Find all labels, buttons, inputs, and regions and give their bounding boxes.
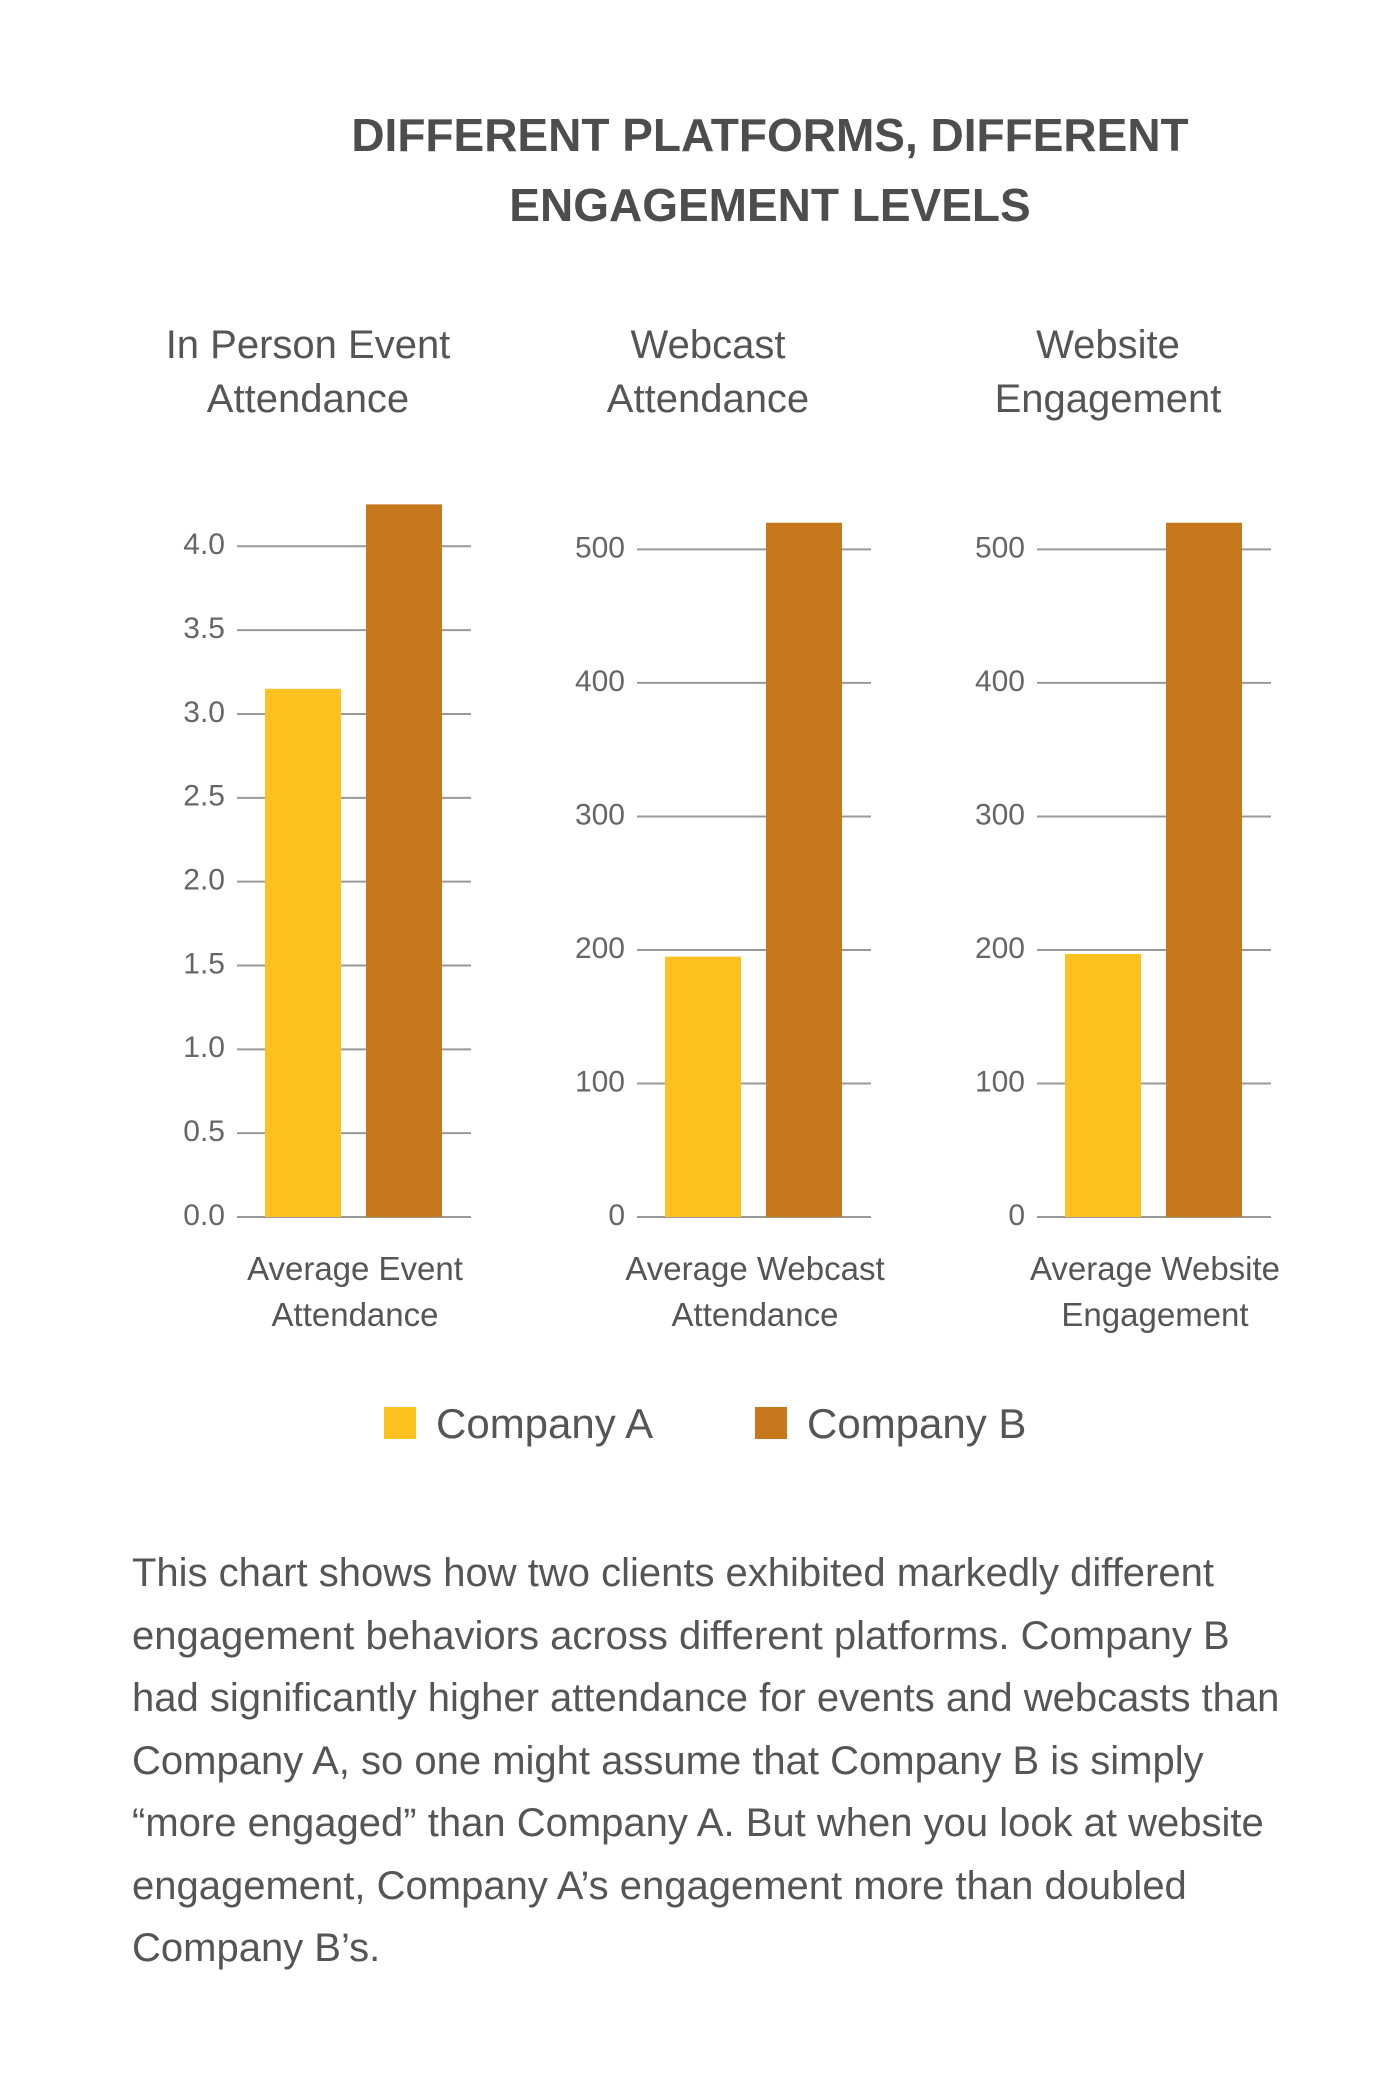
y-tick-label: 3.5	[183, 612, 225, 645]
y-tick-label: 0	[608, 1199, 625, 1232]
description: This chart shows how two clients exhibit…	[132, 1551, 1280, 1970]
y-tick-label: 2.0	[183, 864, 225, 897]
y-tick-label: 4.0	[183, 528, 225, 561]
page-title: DIFFERENT PLATFORMS, DIFFERENT ENGAGEMEN…	[351, 109, 1189, 231]
legend-swatch	[384, 1407, 416, 1439]
y-tick-label: 500	[975, 531, 1025, 564]
y-tick-label: 200	[575, 932, 625, 965]
y-tick-label: 3.0	[183, 696, 225, 729]
y-tick-label: 0.5	[183, 1115, 225, 1148]
y-tick-label: 0.0	[183, 1199, 225, 1232]
y-tick-label: 200	[975, 932, 1025, 965]
y-tick-label: 1.5	[183, 947, 225, 980]
x-tick-label: Average Webcast Attendance	[625, 1250, 885, 1333]
y-tick-label: 400	[975, 665, 1025, 698]
y-tick-label: 100	[575, 1065, 625, 1098]
bar	[766, 522, 842, 1217]
legend-label: Company A	[436, 1400, 654, 1447]
bar	[1166, 522, 1242, 1217]
charts: 0.0 0.5 1.0 1.5 2.0 2.5 3.0 3.5 4.0 0 100 200 300 400…	[183, 504, 1271, 1232]
bar	[265, 688, 341, 1217]
y-tick-label: 300	[575, 798, 625, 831]
y-tick-label: 1.0	[183, 1031, 225, 1064]
y-tick-label: 0	[1008, 1199, 1025, 1232]
y-tick-label: 2.5	[183, 780, 225, 813]
bar	[1065, 953, 1141, 1217]
y-tick-label: 300	[975, 798, 1025, 831]
y-tick-label: 500	[575, 531, 625, 564]
bar	[366, 504, 442, 1217]
legend-swatch	[755, 1407, 787, 1439]
x-tick-label: Average Event Attendance	[247, 1250, 463, 1333]
y-tick-label: 400	[575, 665, 625, 698]
y-tick-label: 100	[975, 1065, 1025, 1098]
chart-title: Webcast Attendance	[606, 323, 810, 421]
bar	[665, 956, 741, 1217]
chart-title: Website Engagement	[994, 323, 1222, 421]
x-tick-label: Average Website Engagement	[1029, 1250, 1281, 1333]
legend-label: Company B	[807, 1400, 1027, 1447]
chart-title: In Person Event Attendance	[165, 323, 451, 421]
